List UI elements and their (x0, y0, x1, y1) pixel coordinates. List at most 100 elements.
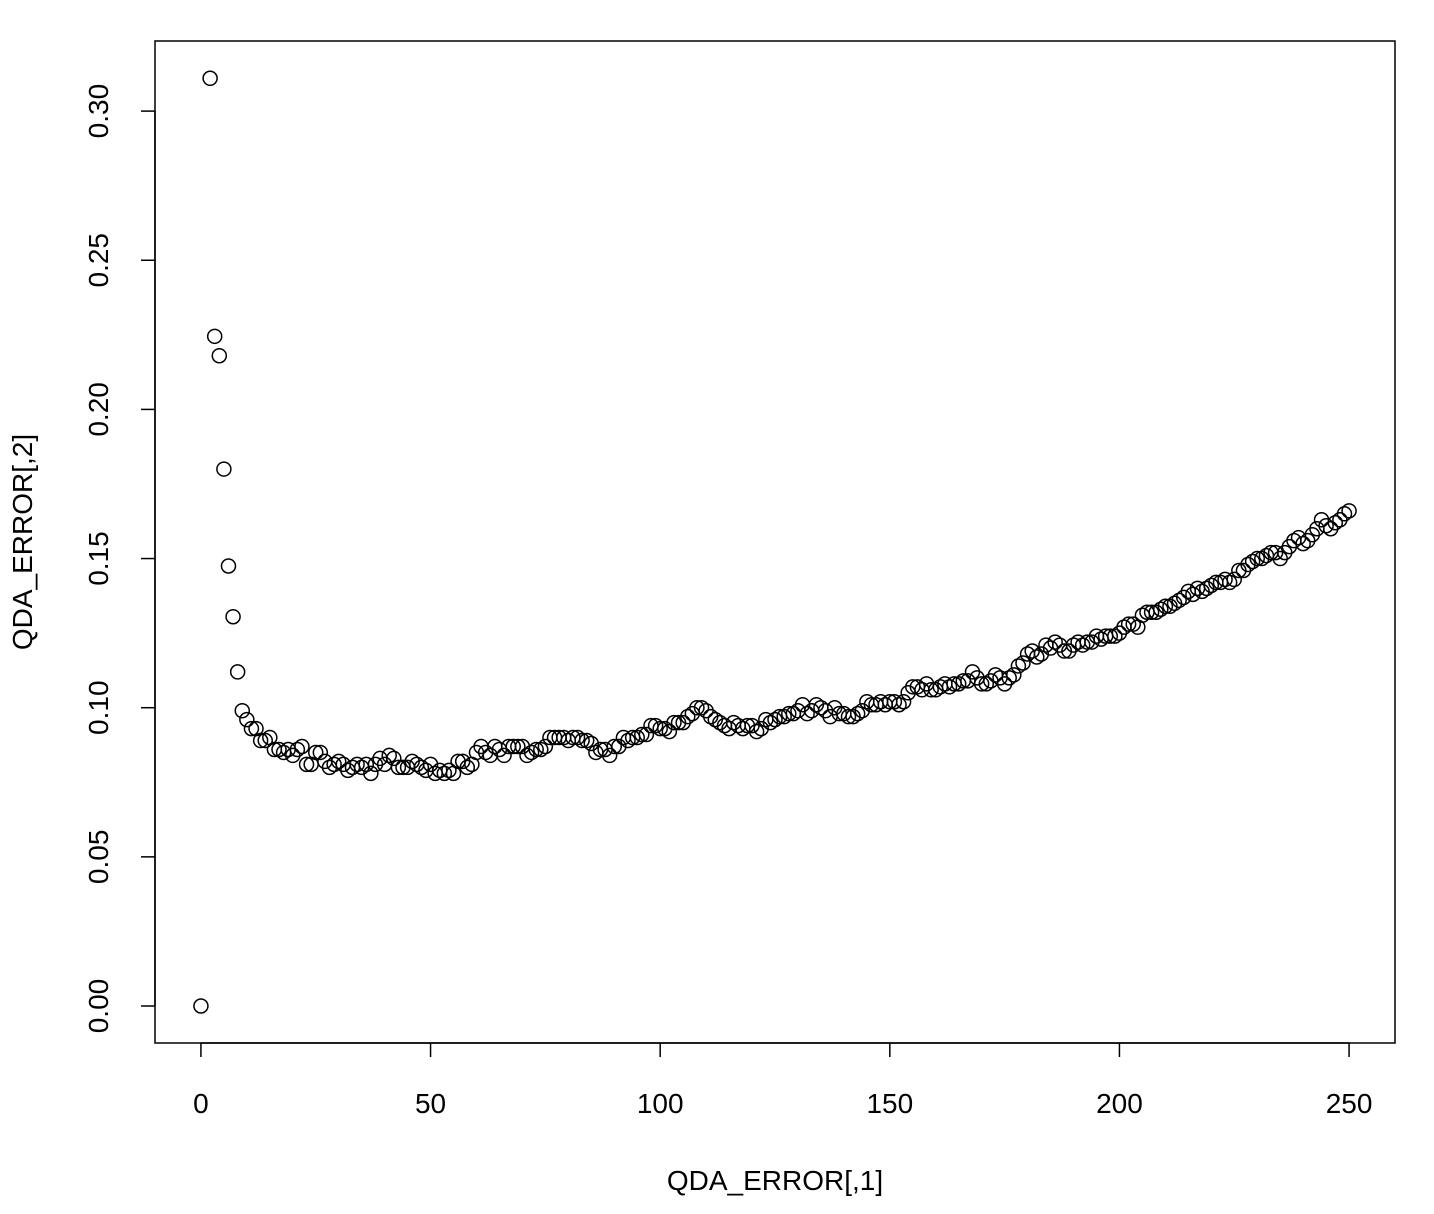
point (239, 711, 255, 728)
point (588, 744, 604, 761)
point (776, 708, 792, 725)
point (1125, 616, 1141, 632)
point (647, 717, 664, 734)
point (748, 723, 765, 740)
point (386, 750, 402, 767)
point (216, 461, 232, 477)
point (1134, 607, 1151, 623)
point (1244, 553, 1261, 570)
point (413, 759, 430, 776)
point (1006, 667, 1022, 683)
point (638, 726, 655, 743)
y-tick-label: 0.05 (83, 830, 114, 885)
point (634, 726, 650, 743)
point (349, 756, 365, 773)
point (950, 676, 967, 692)
point (1171, 592, 1187, 609)
point (1038, 637, 1054, 653)
point (620, 732, 636, 749)
point (601, 747, 618, 764)
point (1336, 506, 1353, 522)
point (1019, 646, 1036, 662)
point (225, 608, 241, 625)
point (289, 741, 306, 758)
point (923, 682, 939, 698)
point (840, 708, 857, 725)
point (229, 664, 246, 680)
point (1047, 634, 1063, 650)
point (363, 765, 379, 782)
point (693, 699, 710, 716)
point (1093, 631, 1109, 647)
point (211, 347, 228, 364)
point (220, 558, 237, 574)
point (813, 699, 829, 716)
point (1001, 670, 1017, 686)
point (569, 729, 586, 746)
point (298, 756, 315, 773)
y-tick-label: 0.25 (83, 233, 114, 288)
point (330, 753, 347, 770)
point (252, 732, 269, 749)
point (1102, 628, 1119, 644)
point (652, 720, 668, 737)
point (1120, 616, 1137, 632)
x-tick-label: 0 (193, 1088, 209, 1119)
point (1341, 503, 1357, 519)
point (891, 696, 907, 713)
point (1074, 637, 1091, 653)
point (510, 738, 526, 755)
point (312, 744, 329, 761)
y-axis-title: QDA_ERROR[,2] (7, 434, 38, 650)
point (679, 708, 696, 725)
point (243, 720, 260, 737)
point (1327, 515, 1344, 531)
point (978, 676, 995, 692)
point (661, 723, 678, 740)
point (578, 732, 595, 749)
point (307, 744, 324, 761)
point (1258, 547, 1275, 564)
point (234, 702, 251, 719)
point (973, 676, 990, 692)
point (206, 328, 223, 345)
plot-frame (154, 40, 1396, 1044)
y-tick-label: 0.10 (83, 680, 114, 735)
y-tick-label: 0.00 (83, 979, 114, 1034)
point (781, 705, 797, 722)
point (1010, 658, 1027, 674)
point (574, 732, 590, 749)
point (528, 741, 544, 758)
point (436, 765, 453, 782)
x-tick-label: 50 (415, 1088, 446, 1119)
x-tick-label: 100 (637, 1088, 684, 1119)
point (886, 693, 903, 710)
point (381, 747, 397, 764)
point (1107, 628, 1123, 644)
point (1221, 574, 1238, 591)
point (767, 711, 783, 728)
point (1217, 571, 1233, 588)
point (533, 741, 549, 758)
point (1318, 517, 1334, 534)
point (941, 679, 958, 695)
point (326, 756, 342, 773)
point (560, 732, 577, 749)
y-tick-label: 0.30 (83, 84, 114, 139)
point (877, 696, 893, 713)
point (193, 998, 209, 1014)
point (1157, 598, 1174, 615)
point (666, 714, 682, 731)
point (1295, 535, 1311, 552)
point (606, 738, 623, 755)
point (1203, 577, 1220, 594)
point (358, 756, 375, 773)
x-axis-title: QDA_ERROR[,1] (667, 1165, 883, 1196)
y-tick-label: 0.15 (83, 531, 114, 586)
point (441, 762, 457, 779)
point (1249, 550, 1265, 567)
point (275, 744, 292, 761)
point (505, 738, 521, 755)
